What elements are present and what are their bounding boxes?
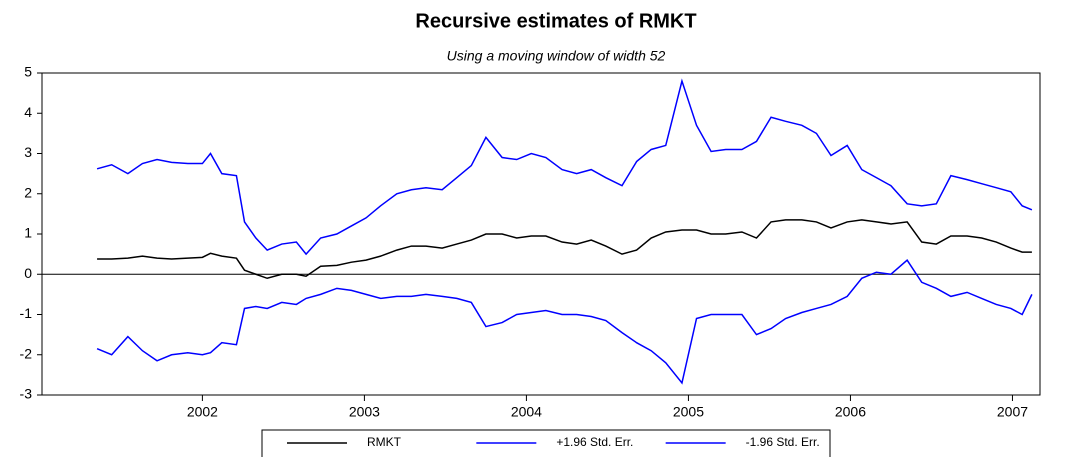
y-tick-label: 4 — [24, 104, 32, 120]
y-tick-label: -2 — [20, 345, 33, 361]
x-tick-label: 2005 — [673, 404, 704, 420]
y-tick-label: -1 — [20, 305, 33, 321]
x-tick-label: 2006 — [835, 404, 866, 420]
chart-title: Recursive estimates of RMKT — [415, 10, 696, 32]
y-tick-label: 2 — [24, 184, 32, 200]
series-line — [96, 259, 1033, 385]
y-tick-label: -3 — [20, 386, 33, 402]
x-tick-label: 2003 — [349, 404, 380, 420]
series-line — [97, 219, 1032, 280]
y-tick-label: 1 — [24, 225, 32, 241]
x-tick-label: 2002 — [187, 404, 218, 420]
y-tick-label: 0 — [24, 265, 32, 281]
x-tick-label: 2004 — [511, 404, 542, 420]
x-tick-label: 2007 — [997, 404, 1028, 420]
plot-frame — [41, 72, 1041, 396]
legend-box — [261, 429, 831, 457]
y-tick-label: 5 — [24, 64, 32, 80]
chart-subtitle: Using a moving window of width 52 — [447, 48, 666, 64]
legend-label: +1.96 Std. Err. — [556, 435, 633, 449]
series-line — [96, 78, 1033, 256]
legend-label: -1.96 Std. Err. — [746, 435, 820, 449]
y-tick-label: 3 — [24, 144, 32, 160]
legend-label: RMKT — [367, 435, 402, 449]
